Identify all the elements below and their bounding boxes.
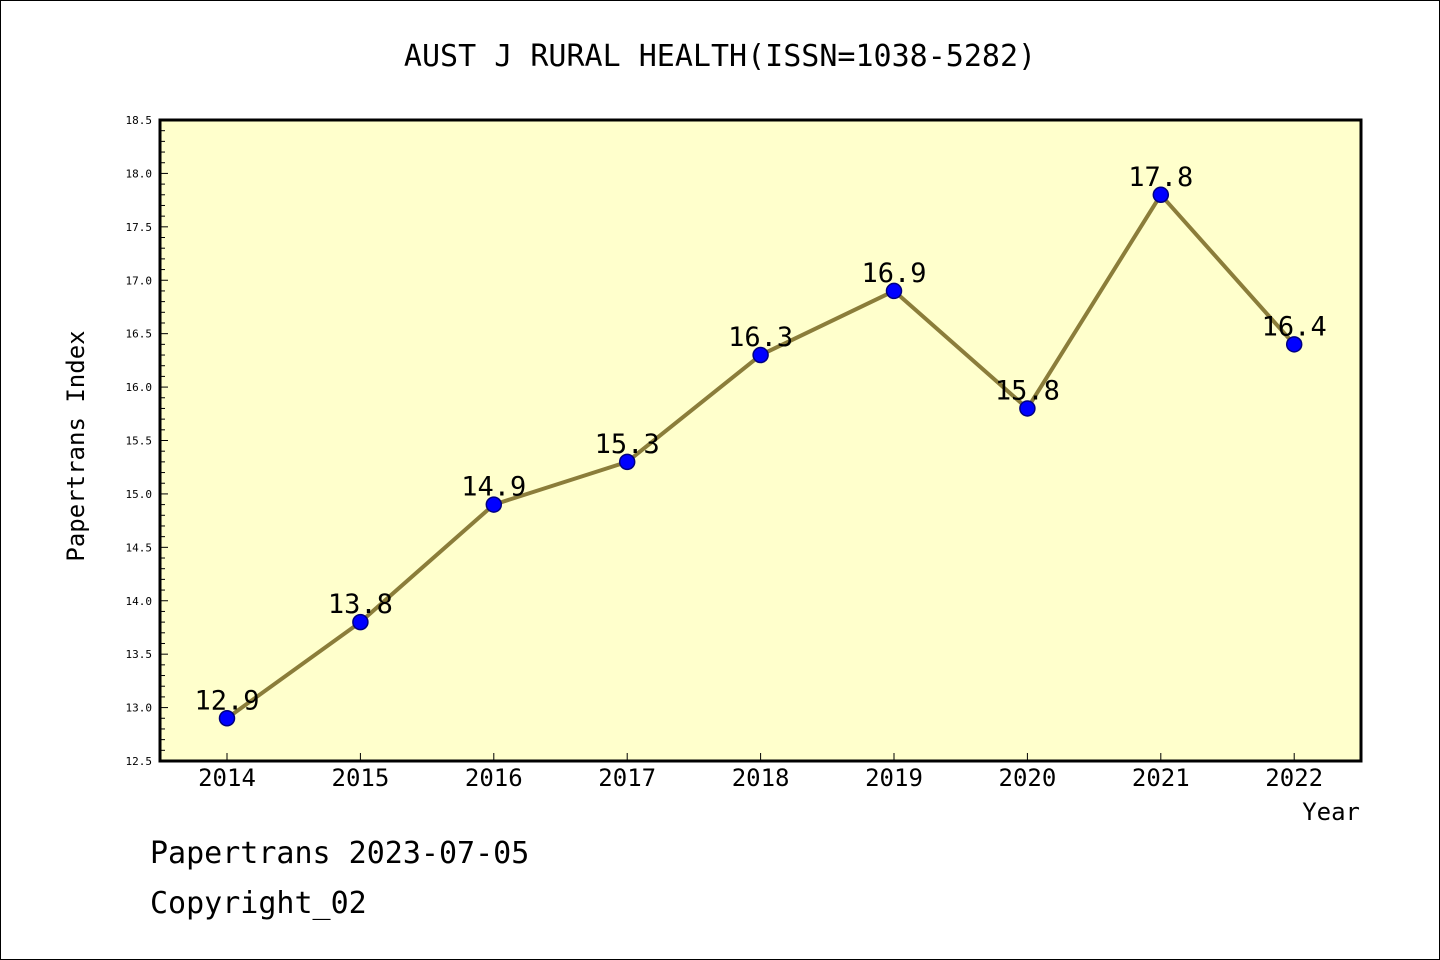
data-point xyxy=(485,496,503,513)
copyright-text: Copyright_02 xyxy=(150,886,367,921)
y-tick-label: 17.5 xyxy=(126,221,153,234)
plot-area xyxy=(158,118,1363,763)
data-label: 14.9 xyxy=(461,472,526,503)
x-tick-label: 2022 xyxy=(1265,764,1323,792)
x-tick-label: 2018 xyxy=(732,764,790,792)
source-date-text: Papertrans 2023-07-05 xyxy=(150,836,530,871)
data-point xyxy=(618,453,636,471)
x-tick-label: 2021 xyxy=(1132,764,1190,792)
data-point xyxy=(752,346,769,364)
data-label: 17.8 xyxy=(1128,162,1193,193)
x-tick-label: 2014 xyxy=(198,764,256,792)
y-tick-label: 14.0 xyxy=(126,595,153,608)
data-label: 15.3 xyxy=(595,429,660,460)
y-tick-label: 12.5 xyxy=(126,755,153,768)
y-tick-label: 14.5 xyxy=(126,541,153,554)
data-label: 15.8 xyxy=(995,375,1060,406)
y-axis-label: Papertrans Index xyxy=(62,330,90,561)
data-label: 16.4 xyxy=(1262,311,1327,342)
x-tick-label: 2019 xyxy=(865,764,923,792)
y-tick-label: 15.5 xyxy=(126,435,153,448)
y-tick-label: 18.5 xyxy=(126,114,153,127)
y-tick-label: 15.0 xyxy=(126,488,153,501)
data-label: 13.8 xyxy=(328,589,393,620)
y-tick-label: 18.0 xyxy=(126,167,153,180)
data-point xyxy=(1285,336,1303,353)
data-label: 12.9 xyxy=(194,685,259,716)
data-point xyxy=(885,282,903,300)
y-tick-label: 16.0 xyxy=(126,381,153,394)
data-point xyxy=(1019,400,1036,417)
x-tick-label: 2020 xyxy=(999,764,1057,792)
x-axis: 2014 2015 2016 2017 2018 2019 2020 2021 2022 xyxy=(198,753,1323,792)
x-axis-label: Year xyxy=(1302,798,1360,826)
y-axis: 12.5 13.0 13.5 14.0 14.5 15.0 15.5 16.0 16.5 17.0… xyxy=(126,114,168,768)
y-tick-label: 13.5 xyxy=(126,648,153,661)
data-point xyxy=(352,613,369,631)
chart-title: AUST J RURAL HEALTH(ISSN=1038-5282) xyxy=(404,39,1036,74)
data-labels: 12.9 13.8 14.9 15.3 16.3 16.9 15.8 17.8 16.4 xyxy=(194,162,1326,716)
y-tick-label: 17.0 xyxy=(126,274,153,287)
x-tick-label: 2016 xyxy=(465,764,523,792)
x-tick-label: 2017 xyxy=(598,764,656,792)
data-point xyxy=(1152,186,1170,204)
x-tick-label: 2015 xyxy=(332,764,390,792)
data-point xyxy=(218,710,236,727)
series-line xyxy=(218,186,1303,727)
y-tick-label: 13.0 xyxy=(126,702,153,715)
y-tick-label: 16.5 xyxy=(126,328,153,341)
data-label: 16.9 xyxy=(861,258,926,289)
data-label: 16.3 xyxy=(728,322,793,353)
